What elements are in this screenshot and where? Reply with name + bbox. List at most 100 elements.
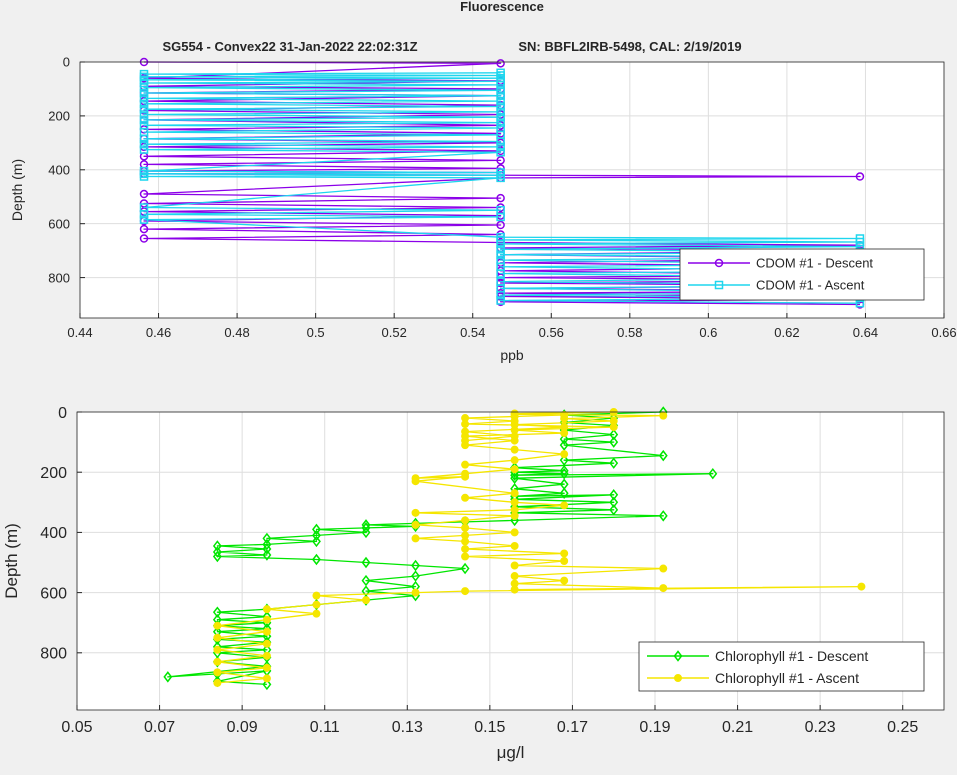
figure-title: Fluorescence xyxy=(460,0,544,14)
legend-box xyxy=(638,641,925,692)
data-point xyxy=(496,156,505,165)
data-point xyxy=(362,596,370,605)
data-point xyxy=(312,553,321,566)
data-point xyxy=(262,605,271,614)
data-point xyxy=(496,118,505,127)
data-point xyxy=(139,104,149,114)
data-point xyxy=(496,220,505,230)
y-axis-label: Depth (m) xyxy=(9,159,25,221)
y-tick-label: 800 xyxy=(40,646,67,663)
data-point xyxy=(559,439,569,451)
data-point xyxy=(139,215,149,224)
x-tick-label: 0.21 xyxy=(722,719,753,736)
y-tick-label: 800 xyxy=(48,270,70,285)
data-point xyxy=(496,59,505,68)
legend-marker xyxy=(714,258,724,268)
legend-label: Chlorophyll #1 - Descent xyxy=(715,648,868,664)
data-point xyxy=(262,549,272,561)
data-point xyxy=(213,678,222,687)
data-point xyxy=(361,574,371,587)
data-point xyxy=(262,678,272,691)
data-point xyxy=(461,544,470,553)
data-point xyxy=(212,540,222,552)
x-tick-label: 0.46 xyxy=(146,325,171,340)
x-tick-label: 0.23 xyxy=(805,719,836,736)
data-point xyxy=(139,115,149,125)
data-point xyxy=(496,112,505,122)
data-point xyxy=(411,474,420,483)
data-point xyxy=(460,562,470,575)
data-point xyxy=(510,445,519,454)
data-point xyxy=(855,172,865,181)
legend: Chlorophyll #1 - Descent Chlorophyll #1 -… xyxy=(638,641,925,692)
data-point xyxy=(139,145,149,154)
data-point xyxy=(262,651,271,660)
data-point xyxy=(560,557,569,565)
x-tick-label: 0.25 xyxy=(887,719,918,736)
data-point xyxy=(496,68,505,78)
data-point xyxy=(609,489,619,501)
data-point xyxy=(559,467,569,480)
data-point xyxy=(163,671,173,683)
x-tick-label: 0.17 xyxy=(557,719,588,736)
legend-marker xyxy=(674,674,682,682)
data-point xyxy=(560,450,569,459)
x-tick-label: 0.56 xyxy=(539,325,564,340)
subtitle-right: SN: BBFL2IRB-5498, CAL: 2/19/2019 xyxy=(518,39,741,54)
x-tick-label: 0.44 xyxy=(67,325,92,340)
data-point xyxy=(461,587,470,596)
data-point xyxy=(461,460,470,469)
data-point xyxy=(560,423,569,432)
data-point xyxy=(139,203,149,212)
data-point xyxy=(411,588,420,597)
data-point xyxy=(312,609,321,618)
legend-marker xyxy=(714,280,724,290)
data-point xyxy=(411,508,420,517)
x-tick-label: 0.11 xyxy=(310,719,340,736)
data-point xyxy=(609,417,618,426)
data-point xyxy=(510,498,519,507)
data-point xyxy=(510,410,519,419)
x-tick-label: 0.09 xyxy=(227,719,258,736)
data-point xyxy=(411,570,420,582)
data-point xyxy=(411,559,420,572)
data-point xyxy=(510,456,519,465)
data-point xyxy=(658,449,668,462)
x-axis-label: ppb xyxy=(500,347,524,363)
x-tick-label: 0.48 xyxy=(224,325,249,340)
data-point xyxy=(496,91,505,100)
data-point xyxy=(139,189,149,199)
data-point xyxy=(609,428,619,441)
data-point xyxy=(461,427,470,436)
data-point xyxy=(262,615,271,624)
data-point xyxy=(139,121,149,130)
data-point xyxy=(262,674,271,683)
data-point xyxy=(510,432,519,441)
data-point xyxy=(139,83,149,92)
data-point xyxy=(213,621,222,630)
data-point xyxy=(361,519,371,531)
data-point xyxy=(411,534,420,543)
data-point xyxy=(461,523,470,532)
x-tick-label: 0.15 xyxy=(474,719,505,736)
data-point xyxy=(659,564,668,573)
data-point xyxy=(461,436,470,445)
data-point xyxy=(213,668,222,677)
data-point xyxy=(496,96,505,106)
data-point xyxy=(411,520,420,529)
legend-label: CDOM #1 - Descent xyxy=(756,256,873,271)
x-tick-label: 0.13 xyxy=(392,719,423,736)
data-point xyxy=(559,464,569,477)
data-point xyxy=(139,166,149,176)
x-tick-label: 0.54 xyxy=(460,325,485,340)
x-tick-label: 0.62 xyxy=(774,325,799,340)
data-point xyxy=(510,528,519,537)
data-point xyxy=(312,535,321,548)
x-tick-label: 0.52 xyxy=(382,325,407,340)
legend: CDOM #1 - Descent CDOM #1 - Ascent xyxy=(679,248,925,301)
data-point xyxy=(560,576,569,585)
y-tick-label: 200 xyxy=(40,465,67,482)
data-point xyxy=(510,489,519,498)
data-point xyxy=(262,532,272,545)
